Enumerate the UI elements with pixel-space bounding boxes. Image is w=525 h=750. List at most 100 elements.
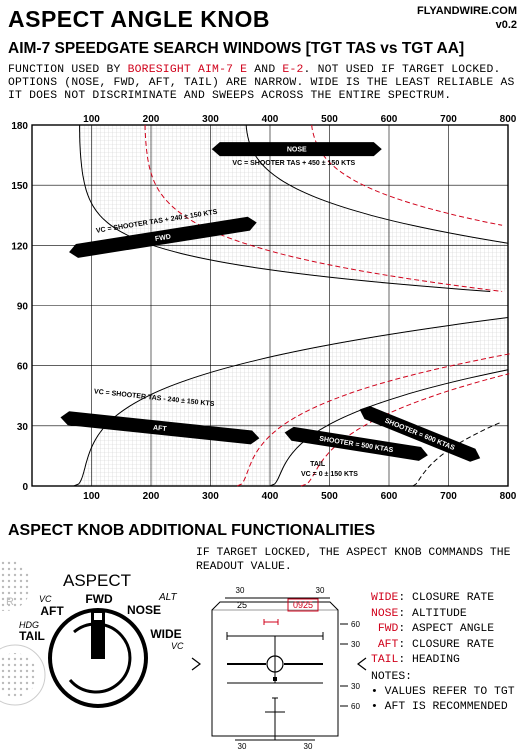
tail-formula: VC = 0 ± 150 KTS bbox=[301, 471, 358, 478]
hud-tick-label: 30 bbox=[351, 640, 360, 649]
y-tick-label: 150 bbox=[11, 181, 28, 192]
legend-value: : ASPECT ANGLE bbox=[398, 623, 495, 635]
x-tick-label-top: 400 bbox=[262, 114, 279, 125]
notes-title: NOTES: bbox=[371, 671, 413, 683]
aspect-knob-illustration: R ASPECT FWD AFT VC NOSE ALT TAIL HDG WI… bbox=[0, 560, 184, 708]
y-tick-label: 180 bbox=[11, 121, 28, 132]
hud-tick-label: 60 bbox=[351, 620, 360, 629]
desc-text: FUNCTION USED BY bbox=[8, 64, 128, 76]
hud-tick-label: 30 bbox=[304, 742, 313, 750]
x-tick-label-top: 200 bbox=[143, 114, 160, 125]
desc-text: AND bbox=[247, 64, 283, 76]
legend-row: WIDE: CLOSURE RATE bbox=[371, 591, 494, 607]
x-tick-label-bottom: 400 bbox=[262, 491, 279, 502]
hud-readout: 0925 bbox=[293, 600, 313, 610]
y-tick-label: 120 bbox=[11, 241, 28, 252]
svg-text:FWD: FWD bbox=[155, 234, 172, 243]
legend-row: AFT: CLOSURE RATE bbox=[371, 638, 494, 654]
legend-key: AFT bbox=[371, 638, 399, 651]
knob-pos-wide: WIDE bbox=[150, 627, 181, 641]
x-tick-label-bottom: 600 bbox=[381, 491, 398, 502]
x-tick-label-top: 500 bbox=[321, 114, 338, 125]
desc-text: . NOT USED IF TARGET LOCKED. bbox=[303, 64, 501, 76]
knob-sub-vc: VC bbox=[39, 594, 52, 604]
black-dashed-curve bbox=[412, 421, 503, 487]
y-tick-label: 30 bbox=[17, 422, 29, 433]
hud-reticle bbox=[266, 655, 284, 673]
version-label: v0.2 bbox=[495, 19, 517, 31]
hud-tick-label: 30 bbox=[351, 682, 360, 691]
site-name: FLYANDWIRE.COM bbox=[416, 5, 517, 17]
nose-band-mask bbox=[145, 125, 508, 244]
panel-screw-decoration bbox=[0, 560, 31, 611]
notes-item: • AFT IS RECOMMENDED bbox=[371, 701, 508, 713]
y-tick-label: 60 bbox=[17, 362, 29, 373]
x-tick-label-bottom: 800 bbox=[500, 491, 517, 502]
x-tick-label-top: 100 bbox=[83, 114, 100, 125]
notes-item: • VALUES REFER TO TGT bbox=[371, 686, 515, 698]
aft-window-banner: AFT bbox=[60, 411, 260, 445]
section-title: ASPECT KNOB ADDITIONAL FUNCTIONALITIES bbox=[8, 522, 376, 539]
hud-tick-label: 60 bbox=[351, 702, 360, 711]
desc-line: IT DOES NOT DISCRIMINATE AND SWEEPS ACRO… bbox=[8, 90, 452, 102]
legend-key: TAIL bbox=[371, 654, 399, 666]
x-tick-label-top: 300 bbox=[202, 114, 219, 125]
y-tick-label: 90 bbox=[17, 302, 29, 313]
fwd-boundary-curve bbox=[79, 125, 491, 292]
x-tick-label-bottom: 100 bbox=[83, 491, 100, 502]
chart-subtitle: AIM-7 SPEEDGATE SEARCH WINDOWS [TGT TAS … bbox=[8, 40, 465, 57]
aft-boundary-curve bbox=[73, 317, 509, 487]
hud-tick-label: 30 bbox=[238, 742, 247, 750]
svg-text:NOSE: NOSE bbox=[287, 147, 307, 154]
notes: NOTES: • VALUES REFER TO TGT • AFT IS RE… bbox=[371, 670, 515, 715]
knob-sub-hdg: HDG bbox=[19, 620, 39, 630]
y-tick-label: 0 bbox=[22, 482, 28, 493]
tail-label: TAIL bbox=[310, 461, 326, 468]
knob-pos-tail: TAIL bbox=[19, 629, 45, 643]
knob-pos-aft: AFT bbox=[40, 604, 64, 618]
red-dashed-curve bbox=[237, 353, 512, 487]
nose-formula: VC = SHOOTER TAS + 450 ± 150 KTS bbox=[232, 160, 355, 167]
x-tick-label-top: 800 bbox=[500, 114, 517, 125]
nose-window-banner: NOSE bbox=[211, 142, 382, 157]
legend-row: NOSE: ALTITUDE bbox=[371, 607, 494, 623]
hud-tick-label: 30 bbox=[316, 586, 325, 595]
desc-line: OPTIONS (NOSE, FWD, AFT, TAIL) ARE NARRO… bbox=[8, 77, 515, 89]
x-tick-label-bottom: 200 bbox=[143, 491, 160, 502]
legend-value: : CLOSURE RATE bbox=[398, 638, 495, 651]
desc-red-e2: E-2 bbox=[282, 64, 304, 76]
panel-screw-decoration bbox=[0, 653, 37, 697]
readout-legend: WIDE: CLOSURE RATE NOSE: ALTITUDE FWD: A… bbox=[371, 591, 494, 669]
x-tick-label-bottom: 700 bbox=[440, 491, 457, 502]
x-tick-label-bottom: 300 bbox=[202, 491, 219, 502]
red-dashed-curve bbox=[144, 125, 503, 292]
red-dashed-curve bbox=[311, 124, 503, 226]
legend-row: FWD: ASPECT ANGLE bbox=[371, 622, 494, 638]
x-tick-label-top: 700 bbox=[440, 114, 457, 125]
knob-title: ASPECT bbox=[63, 571, 131, 590]
legend-value: : ALTITUDE bbox=[398, 607, 467, 620]
legend-key: NOSE bbox=[371, 607, 399, 620]
hud-tick-label: 30 bbox=[236, 586, 245, 595]
legend-value: : CLOSURE RATE bbox=[398, 592, 495, 604]
page-title: ASPECT ANGLE KNOB bbox=[8, 6, 270, 32]
speedgate-chart: 0 30 60 90 120 150 180 100 200 300 400 500 600 700 800… bbox=[11, 114, 517, 502]
svg-text:R: R bbox=[6, 596, 14, 608]
legend-key: FWD bbox=[371, 623, 399, 635]
legend-key: WIDE bbox=[371, 592, 399, 604]
legend-row: TAIL: HEADING bbox=[371, 653, 494, 669]
desc-red-aim7e: BORESIGHT AIM-7 E bbox=[127, 64, 248, 76]
tail-boundary-curve bbox=[269, 369, 509, 487]
red-dashed-curve bbox=[300, 373, 510, 487]
legend-value: : HEADING bbox=[398, 654, 460, 666]
knob-pos-nose: NOSE bbox=[127, 603, 161, 617]
locked-text: IF TARGET LOCKED, THE ASPECT KNOB COMMAN… bbox=[196, 547, 511, 573]
hud-illustration: 30 30 25 0925 60 30 30 60 30 30 bbox=[191, 586, 367, 750]
knob-sub-vc2: VC bbox=[171, 641, 184, 651]
hud-heading-label: 25 bbox=[237, 600, 247, 610]
x-tick-label-bottom: 500 bbox=[321, 491, 338, 502]
x-tick-label-top: 600 bbox=[381, 114, 398, 125]
knob-pos-fwd: FWD bbox=[85, 592, 113, 606]
fwd-window-banner: FWD bbox=[69, 216, 257, 258]
description: FUNCTION USED BY BORESIGHT AIM-7 E AND E… bbox=[8, 64, 520, 103]
